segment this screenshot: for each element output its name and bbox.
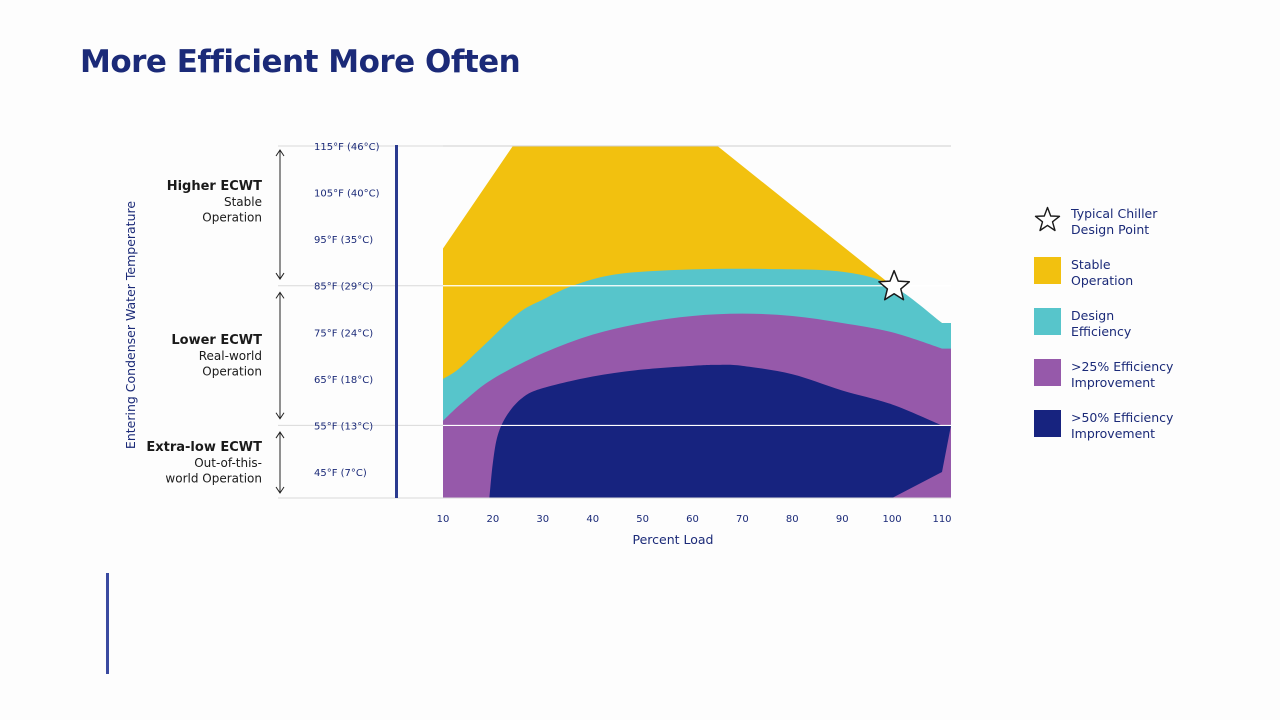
legend-swatch <box>1034 308 1061 335</box>
area-layers <box>443 146 951 498</box>
region-heading: Higher ECWT <box>167 179 262 194</box>
x-tick-label: 60 <box>686 514 699 525</box>
legend-item-design-point: Typical Chiller Design Point <box>1034 206 1201 238</box>
legend-swatch <box>1034 410 1061 437</box>
legend-label-line: >50% Efficiency <box>1071 410 1174 425</box>
legend-label-line: Stable <box>1071 257 1111 272</box>
y-tick-label: 105°F (40°C) <box>314 189 380 200</box>
region-subtext: Operation <box>202 365 262 379</box>
legend-label-line: Operation <box>1071 273 1134 288</box>
y-tick-label: 95°F (35°C) <box>314 235 373 246</box>
x-tick-label: 10 <box>437 514 450 525</box>
x-tick-label: 20 <box>487 514 500 525</box>
legend-label-line: Design Point <box>1071 222 1150 237</box>
y-tick-label: 115°F (46°C) <box>314 142 380 153</box>
legend-label-line: Improvement <box>1071 375 1156 390</box>
region-subtext: Real-world <box>199 349 262 363</box>
y-axis-label: Entering Condenser Water Temperature <box>123 201 138 449</box>
y-tick-label: 45°F (7°C) <box>314 468 367 479</box>
legend-label-line: Typical Chiller <box>1071 206 1158 221</box>
x-tick-label: 50 <box>636 514 649 525</box>
legend-item-stable-operation: Stable Operation <box>1034 257 1201 289</box>
legend-swatch <box>1034 359 1061 386</box>
x-tick-label: 30 <box>536 514 549 525</box>
y-tick-label: 75°F (24°C) <box>314 328 373 339</box>
legend-label-line: Efficiency <box>1071 324 1132 339</box>
region-arrow <box>275 149 285 280</box>
x-axis-label: Percent Load <box>633 532 714 547</box>
page-title: More Efficient More Often <box>80 44 521 80</box>
x-tick-label: 100 <box>883 514 902 525</box>
x-tick-label: 70 <box>736 514 749 525</box>
legend-item-50-percent: >50% Efficiency Improvement <box>1034 410 1201 442</box>
legend-label-line: Improvement <box>1071 426 1156 441</box>
x-tick-label: 110 <box>932 514 951 525</box>
y-tick-label: 55°F (13°C) <box>314 421 373 432</box>
legend-label-line: >25% Efficiency <box>1071 359 1174 374</box>
region-subtext: Out-of-this- <box>194 456 262 470</box>
star-icon <box>1034 206 1061 232</box>
y-axis-bar <box>395 145 398 498</box>
region-heading: Lower ECWT <box>171 333 262 348</box>
x-tick-label: 80 <box>786 514 799 525</box>
legend-item-25-percent: >25% Efficiency Improvement <box>1034 359 1201 391</box>
region-arrow <box>275 431 285 494</box>
legend-label-line: Design <box>1071 308 1115 323</box>
region-subtext: Operation <box>202 211 262 225</box>
legend-item-design-efficiency: Design Efficiency <box>1034 308 1201 340</box>
x-tick-label: 40 <box>586 514 599 525</box>
region-heading: Extra-low ECWT <box>146 440 262 455</box>
legend-swatch <box>1034 257 1061 284</box>
x-tick-label: 90 <box>836 514 849 525</box>
region-arrow <box>275 291 285 420</box>
region-subtext: Stable <box>224 195 262 209</box>
y-tick-label: 85°F (29°C) <box>314 282 373 293</box>
region-subtext: world Operation <box>165 472 262 486</box>
accent-bar <box>106 573 109 674</box>
area-50-efficiency-improvement <box>489 364 951 498</box>
y-tick-label: 65°F (18°C) <box>314 375 373 386</box>
design-point-star-icon <box>878 269 911 301</box>
